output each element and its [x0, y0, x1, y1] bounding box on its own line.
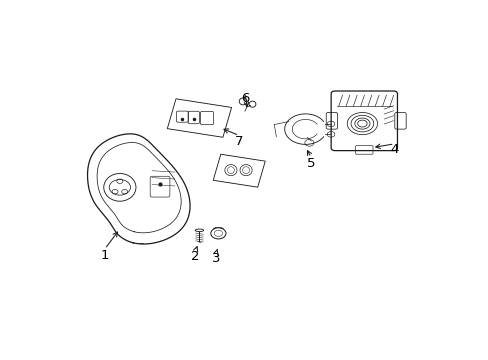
Text: 7: 7: [235, 135, 243, 148]
Text: 2: 2: [191, 250, 200, 263]
Text: 4: 4: [389, 143, 398, 157]
Text: 1: 1: [100, 249, 109, 262]
Text: 5: 5: [306, 157, 315, 170]
Text: 6: 6: [240, 92, 248, 105]
Text: 3: 3: [212, 252, 220, 265]
